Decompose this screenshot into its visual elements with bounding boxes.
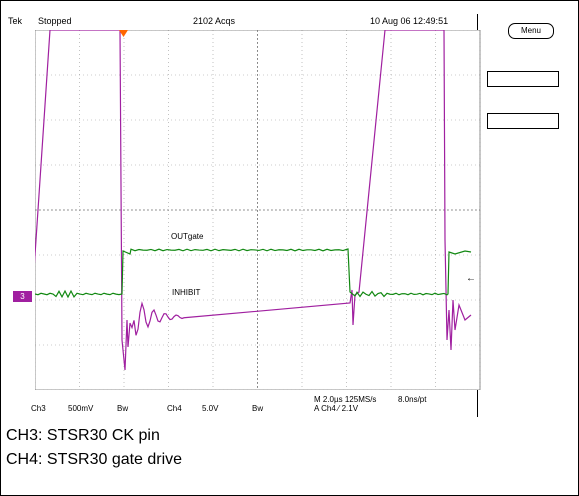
side-menu-button-2[interactable] — [487, 113, 559, 129]
ch3-ground-marker[interactable]: 3 — [13, 291, 32, 302]
ch4-waveform — [35, 248, 472, 299]
waveform-display — [35, 30, 485, 390]
ch3-waveform — [35, 30, 472, 371]
waveform-svg — [35, 30, 481, 390]
brand-label: Tek — [8, 16, 23, 26]
bw-limit-1: Bw — [117, 404, 129, 413]
ch3-label: Ch3 — [31, 404, 46, 413]
side-menu-button-1[interactable] — [487, 71, 559, 87]
caption-ch4: CH4: STSR30 gate drive — [6, 451, 183, 468]
ch4-scale: 5.0V — [202, 404, 219, 413]
timestamp: 10 Aug 06 12:49:51 — [370, 16, 449, 26]
trigger-readout: A Ch4 ⁄ 2.1V — [314, 404, 359, 413]
timebase-readout: M 2.0µs 125MS/s — [314, 395, 377, 404]
caption-ch3: CH3: STSR30 CK pin — [6, 427, 160, 444]
ch3-scale: 500mV — [68, 404, 94, 413]
graticule-grid — [35, 30, 481, 390]
trigger-position-marker — [119, 30, 128, 37]
status-label: Stopped — [38, 16, 72, 26]
menu-button[interactable]: Menu — [508, 23, 554, 39]
ch4-ground-arrow[interactable]: ← — [466, 273, 476, 284]
resolution-readout: 8.0ns/pt — [398, 395, 427, 404]
ch4-label: Ch4 — [167, 404, 182, 413]
bw-limit-2: Bw — [252, 404, 264, 413]
acquisition-count: 2102 Acqs — [193, 16, 236, 26]
outgate-label: OUTgate — [171, 232, 204, 241]
inhibit-label: INHIBIT — [172, 288, 201, 297]
